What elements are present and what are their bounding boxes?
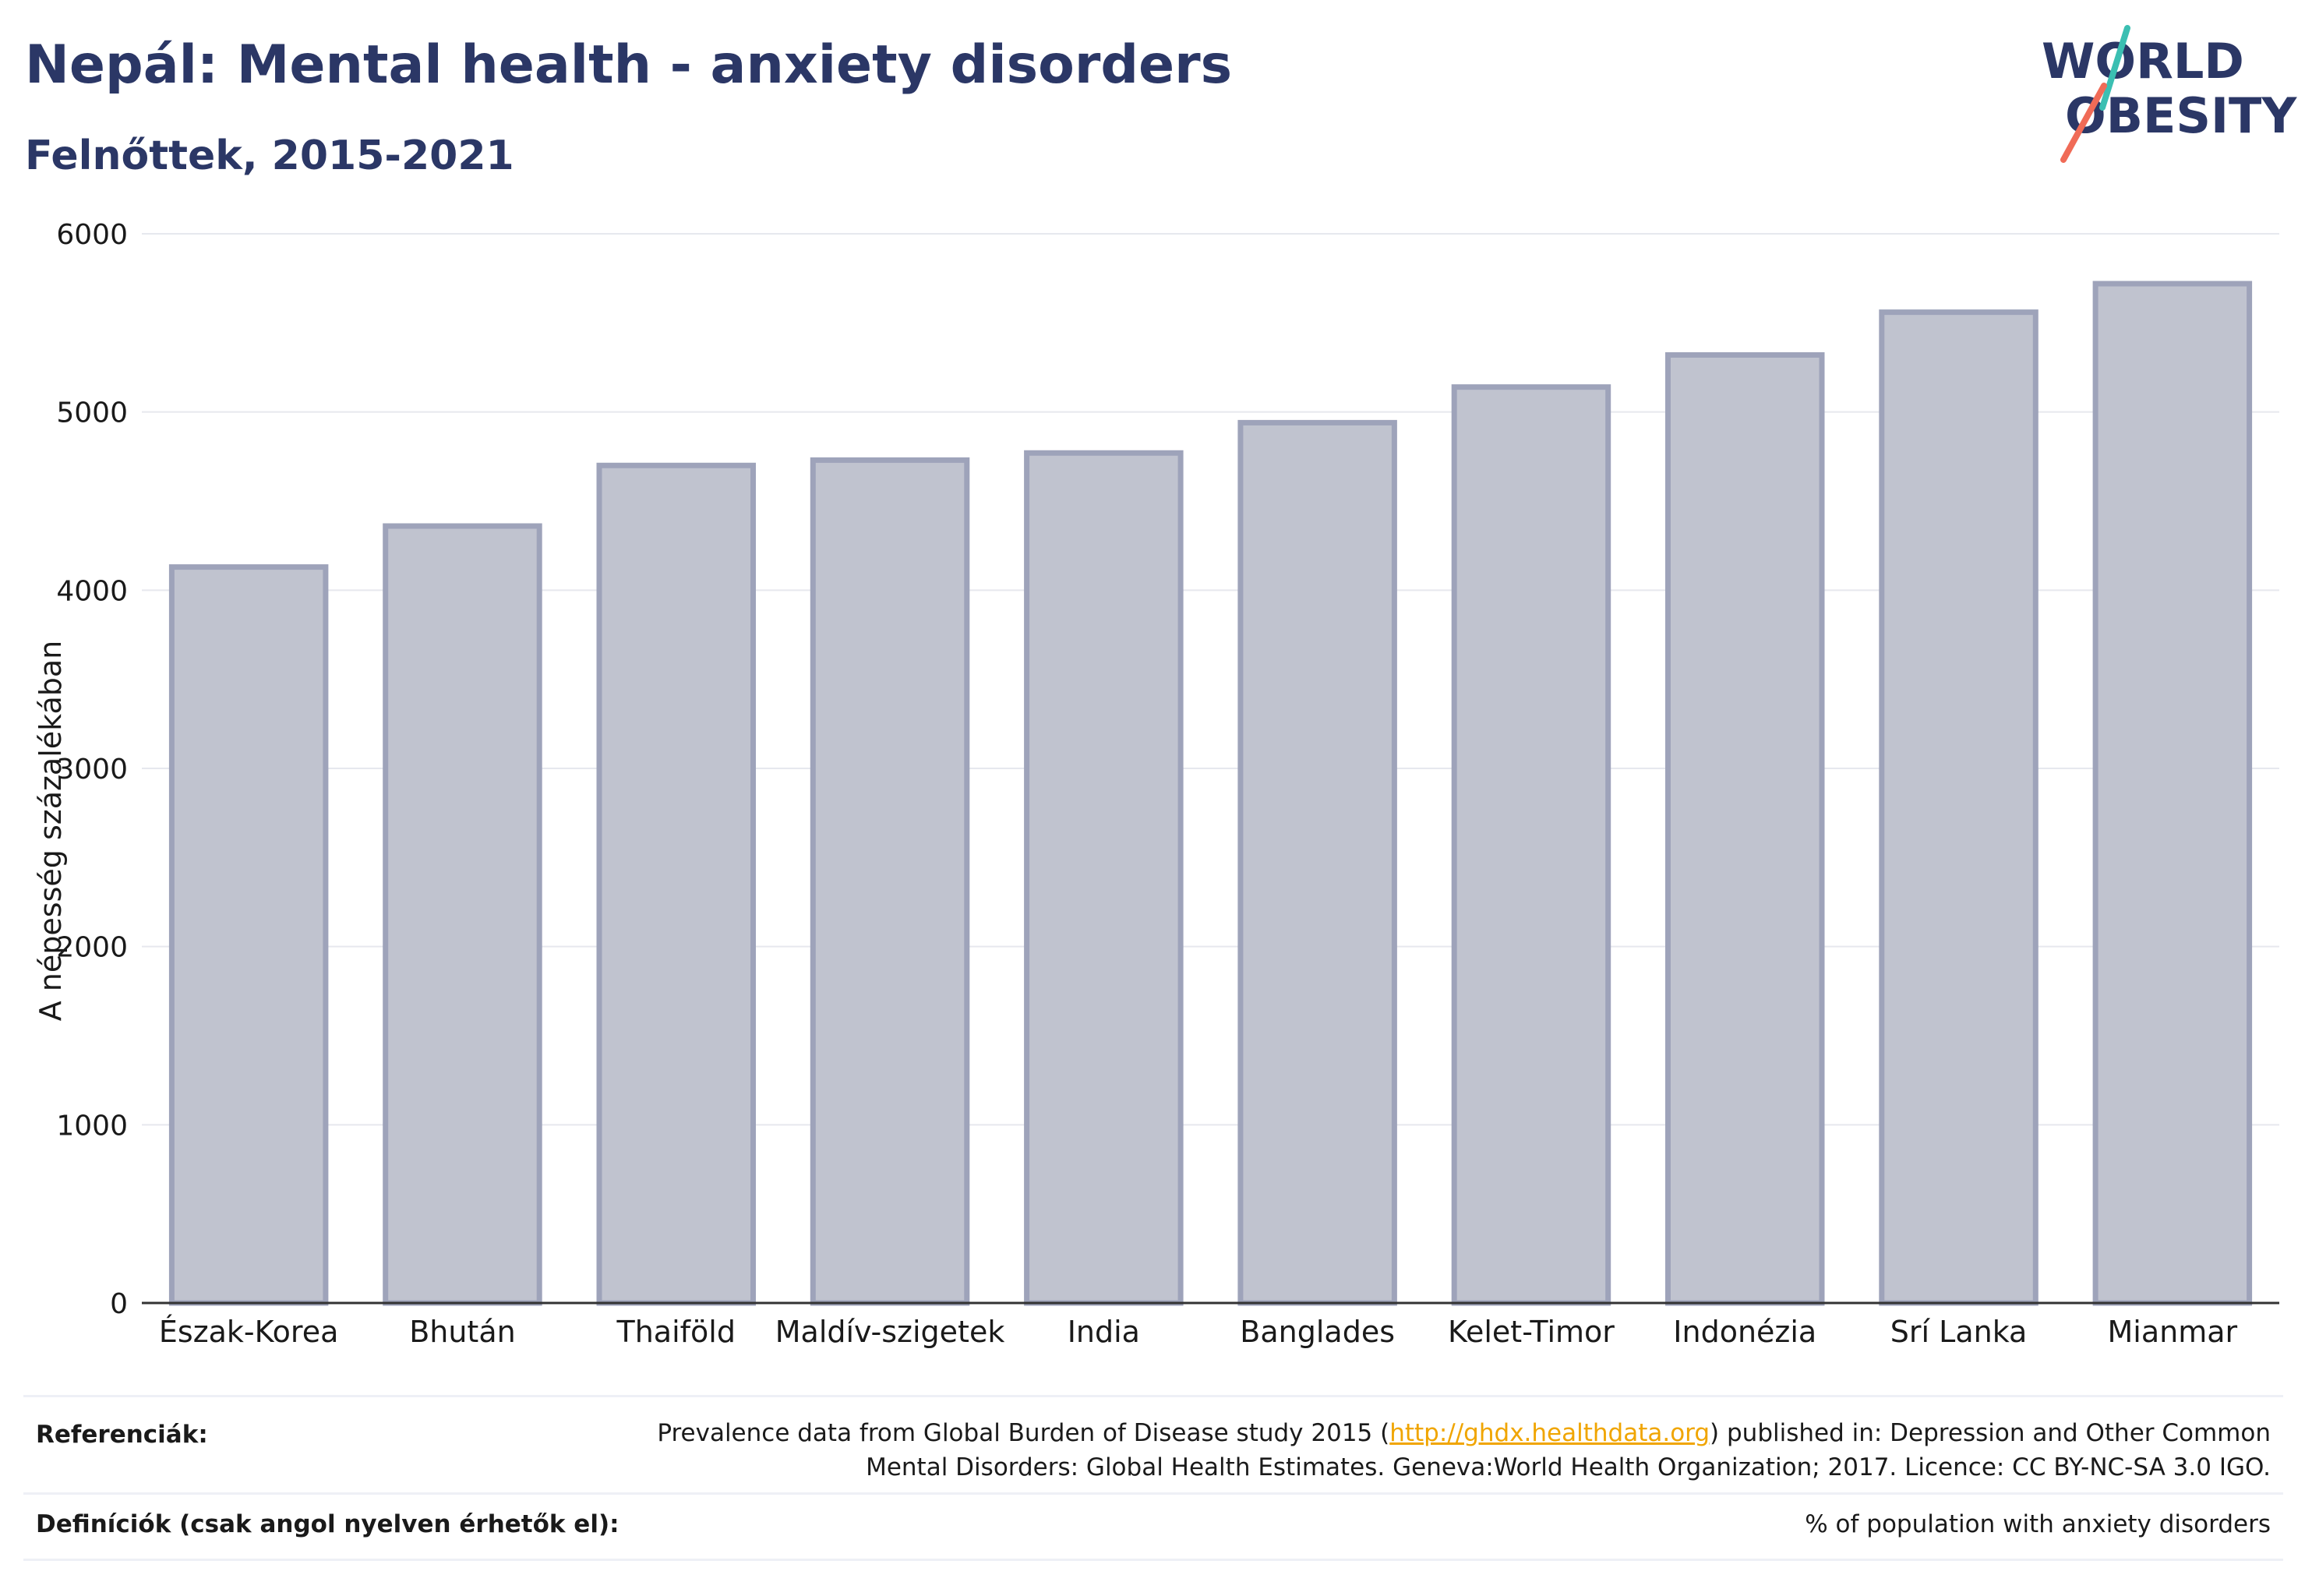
x-tick-label: Észak-Korea [159, 1315, 339, 1349]
x-tick-label: Banglades [1240, 1315, 1395, 1349]
bar[interactable] [1024, 450, 1184, 1306]
chart-title: Nepál: Mental health - anxiety disorders [25, 34, 1233, 96]
x-tick-label: Thaiföld [616, 1315, 736, 1349]
chart-subtitle: Felnőttek, 2015-2021 [25, 132, 514, 179]
bar[interactable] [1451, 384, 1611, 1306]
x-tick-labels: Észak-Korea Bhután Thaiföld Maldív-szigetek… [159, 1315, 2238, 1349]
y-tick-label: 0 [110, 1288, 128, 1320]
y-tick-label: 3000 [56, 754, 128, 786]
references-label: Referenciák: [36, 1421, 208, 1449]
bar[interactable] [383, 523, 542, 1306]
bar[interactable] [168, 564, 329, 1306]
references-row: Referenciák: Prevalence data from Global… [23, 1395, 2283, 1495]
bar[interactable] [810, 457, 970, 1306]
definitions-label: Definíciók (csak angol nyelven érhetők e… [36, 1510, 619, 1538]
references-line2: Mental Disorders: Global Health Estimate… [866, 1453, 2271, 1481]
y-tick-label: 1000 [56, 1110, 128, 1142]
y-tick-label: 4000 [56, 575, 128, 607]
x-tick-label: Bhután [409, 1315, 516, 1349]
logo-world-text: WORLD [2042, 33, 2244, 90]
bar-chart: 0 1000 2000 3000 4000 5000 6000 Észak-Korea Bhu… [34, 219, 2279, 1349]
x-tick-label: Srí Lanka [1890, 1315, 2028, 1349]
y-tick-label: 2000 [56, 932, 128, 964]
bar[interactable] [2092, 281, 2253, 1306]
definitions-text: % of population with anxiety disorders [1805, 1510, 2271, 1538]
x-tick-label: Kelet-Timor [1448, 1315, 1615, 1349]
definitions-row: Definíciók (csak angol nyelven érhetők e… [23, 1492, 2283, 1561]
x-tick-label: Mianmar [2108, 1315, 2238, 1349]
bar[interactable] [1879, 309, 2038, 1306]
x-tick-label: Maldív-szigetek [775, 1315, 1005, 1349]
references-after: ) published in: Depression and Other Com… [1710, 1419, 2271, 1447]
references-before: Prevalence data from Global Burden of Di… [657, 1419, 1390, 1447]
logo-slash-coral [2060, 83, 2107, 163]
x-tick-label: India [1068, 1315, 1140, 1349]
references-text: Prevalence data from Global Burden of Di… [657, 1416, 2271, 1485]
bars [168, 281, 2253, 1306]
bar[interactable] [596, 462, 756, 1306]
y-tick-labels: 0 1000 2000 3000 4000 5000 6000 [56, 219, 128, 1320]
logo-slash-teal [2099, 25, 2130, 111]
y-axis-label: A népesség százalékában [34, 641, 68, 1022]
y-tick-label: 5000 [56, 397, 128, 429]
references-link[interactable]: http://ghdx.healthdata.org [1389, 1419, 1710, 1447]
bar[interactable] [1237, 419, 1397, 1306]
world-obesity-logo: WORLD OBESITY [2042, 25, 2297, 163]
x-tick-label: Indonézia [1673, 1315, 1816, 1349]
bar[interactable] [1665, 351, 1825, 1306]
y-tick-label: 6000 [56, 219, 128, 251]
